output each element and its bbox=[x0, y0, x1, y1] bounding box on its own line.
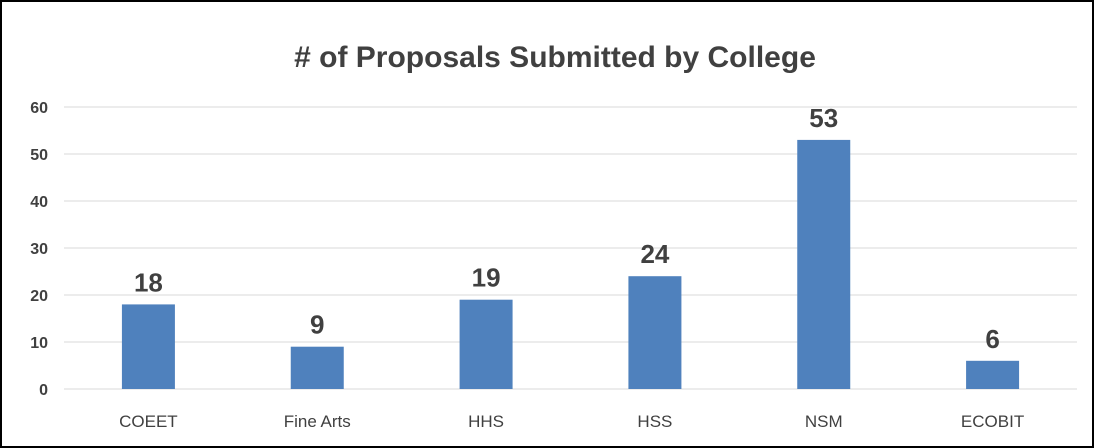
bar bbox=[966, 360, 1020, 389]
x-tick-label: Fine Arts bbox=[284, 412, 351, 431]
y-tick-label: 60 bbox=[30, 100, 48, 117]
x-tick-label: ECOBIT bbox=[961, 412, 1024, 431]
bar bbox=[797, 139, 851, 389]
data-labels: 18 9 19 24 53 6 bbox=[134, 103, 1000, 354]
bar bbox=[459, 299, 513, 389]
y-axis-ticks: 0 10 20 30 40 50 60 bbox=[30, 100, 48, 399]
bars bbox=[121, 139, 1020, 389]
data-label: 19 bbox=[472, 263, 501, 293]
y-tick-label: 40 bbox=[30, 194, 48, 211]
bar bbox=[121, 304, 175, 389]
x-tick-label: NSM bbox=[805, 412, 843, 431]
bar bbox=[290, 346, 344, 389]
y-tick-label: 30 bbox=[30, 241, 48, 258]
x-tick-label: HSS bbox=[637, 412, 672, 431]
data-label: 53 bbox=[809, 103, 838, 133]
y-tick-label: 50 bbox=[30, 147, 48, 164]
gridlines bbox=[64, 106, 1077, 390]
y-tick-label: 0 bbox=[39, 382, 48, 399]
y-tick-label: 10 bbox=[30, 335, 48, 352]
chart-title: # of Proposals Submitted by College bbox=[294, 41, 816, 74]
data-label: 6 bbox=[985, 324, 999, 354]
bar bbox=[628, 276, 682, 389]
data-label: 18 bbox=[134, 267, 163, 297]
x-tick-label: COEET bbox=[119, 412, 178, 431]
data-label: 9 bbox=[310, 310, 324, 340]
x-axis-ticks: COEET Fine Arts HHS HSS NSM ECOBIT bbox=[119, 412, 1024, 431]
data-label: 24 bbox=[640, 239, 669, 269]
y-tick-label: 20 bbox=[30, 288, 48, 305]
x-tick-label: HHS bbox=[468, 412, 504, 431]
